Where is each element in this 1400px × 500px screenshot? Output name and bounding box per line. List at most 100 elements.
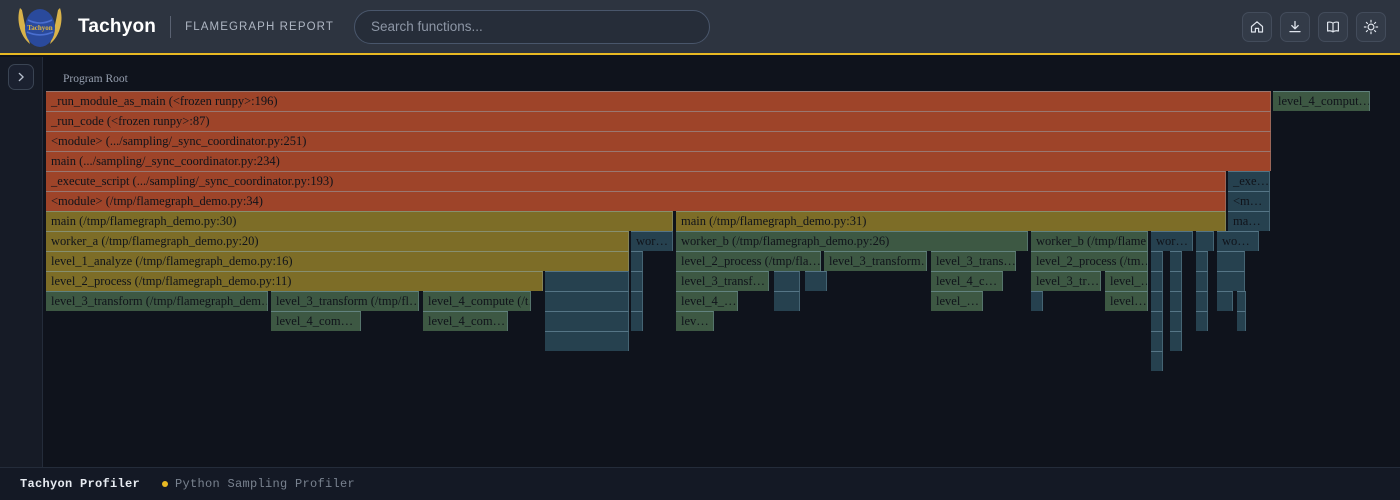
- flame-frame[interactable]: [1217, 291, 1233, 311]
- flame-frame[interactable]: level_2_process (/tmp/fla…: [676, 251, 821, 271]
- flame-frame[interactable]: level_3_tr…: [1031, 271, 1101, 291]
- main-body: Program Root _run_module_as_main (<froze…: [0, 57, 1400, 467]
- flame-frame[interactable]: [1196, 251, 1208, 271]
- flame-frame[interactable]: level_3_transform (/tmp/fl…: [271, 291, 419, 311]
- flamegraph-frames: _run_module_as_main (<frozen runpy>:196)…: [43, 57, 1400, 467]
- flame-frame[interactable]: [1196, 271, 1208, 291]
- footer-subtitle: Python Sampling Profiler: [175, 477, 356, 491]
- report-type-label: FLAMEGRAPH REPORT: [185, 20, 334, 33]
- home-button[interactable]: [1242, 11, 1272, 42]
- flame-frame[interactable]: worker_b (/tmp/flame…: [1031, 231, 1148, 251]
- flame-frame[interactable]: lev…: [676, 311, 714, 331]
- flame-frame[interactable]: [631, 291, 643, 311]
- flame-frame[interactable]: level_4_c…: [931, 271, 1003, 291]
- app-header: Tachyon Tachyon FLAMEGRAPH REPORT: [0, 0, 1400, 55]
- flame-frame[interactable]: [774, 271, 800, 291]
- flame-frame[interactable]: [545, 331, 629, 351]
- flame-frame[interactable]: [631, 271, 643, 291]
- flame-frame[interactable]: [1031, 291, 1043, 311]
- flame-frame[interactable]: [1170, 311, 1182, 331]
- flame-frame[interactable]: [1196, 311, 1208, 331]
- flame-frame[interactable]: _execute_script (.../sampling/_sync_coor…: [46, 171, 1226, 191]
- header-divider: [170, 15, 172, 38]
- flame-frame[interactable]: <module> (/tmp/flamegraph_demo.py:34): [46, 191, 1226, 211]
- flame-frame[interactable]: [774, 291, 800, 311]
- flame-frame[interactable]: level_2_process (/tmp/flamegraph_demo.py…: [46, 271, 543, 291]
- flame-frame[interactable]: ma…: [1228, 211, 1270, 231]
- flame-frame[interactable]: level_3_transform…: [824, 251, 927, 271]
- svg-text:Tachyon: Tachyon: [27, 24, 53, 32]
- flame-frame[interactable]: level_4_compute (/t…: [423, 291, 531, 311]
- flame-frame[interactable]: _exe…: [1228, 171, 1270, 191]
- book-icon: [1327, 20, 1339, 32]
- flame-frame[interactable]: [1170, 271, 1182, 291]
- flame-frame[interactable]: [1217, 251, 1245, 271]
- sun-icon: [1363, 19, 1379, 34]
- program-root-label: Program Root: [63, 73, 128, 85]
- flame-frame[interactable]: level_…: [931, 291, 983, 311]
- flame-frame[interactable]: [1151, 311, 1163, 331]
- search-box[interactable]: [353, 9, 710, 44]
- header-actions: [1242, 11, 1386, 42]
- flame-frame[interactable]: [805, 271, 827, 291]
- flame-frame[interactable]: _run_code (<frozen runpy>:87): [46, 111, 1271, 131]
- status-dot-icon: [162, 481, 169, 487]
- logo-icon: Tachyon: [18, 7, 62, 47]
- home-icon: [1250, 20, 1264, 33]
- flame-frame[interactable]: [1151, 251, 1163, 271]
- flame-frame[interactable]: level_1_analyze (/tmp/flamegraph_demo.py…: [46, 251, 629, 271]
- flame-frame[interactable]: wor…: [631, 231, 673, 251]
- download-button[interactable]: [1280, 11, 1310, 42]
- brand-title: Tachyon: [78, 15, 157, 37]
- flame-frame[interactable]: <module> (.../sampling/_sync_coordinator…: [46, 131, 1271, 151]
- chevron-right-icon: [18, 72, 24, 82]
- flame-frame[interactable]: [545, 291, 629, 311]
- flame-frame[interactable]: [1151, 291, 1163, 311]
- flame-frame[interactable]: level…: [1105, 291, 1148, 311]
- flame-frame[interactable]: [1151, 331, 1163, 351]
- flame-frame[interactable]: [545, 271, 629, 291]
- flame-frame[interactable]: [1217, 271, 1245, 291]
- flame-frame[interactable]: level_2_process (/tm…: [1031, 251, 1148, 271]
- flame-frame[interactable]: [1237, 291, 1246, 311]
- flame-frame[interactable]: [1151, 271, 1163, 291]
- flame-frame[interactable]: wor…: [1151, 231, 1193, 251]
- sidebar-expand-button[interactable]: [8, 64, 34, 90]
- flame-frame[interactable]: main (.../sampling/_sync_coordinator.py:…: [46, 151, 1271, 171]
- download-icon: [1289, 20, 1301, 32]
- flame-frame[interactable]: [631, 311, 643, 331]
- search-input[interactable]: [370, 19, 693, 34]
- theme-toggle-button[interactable]: [1356, 11, 1386, 42]
- flamegraph-pane[interactable]: Program Root _run_module_as_main (<froze…: [43, 57, 1400, 467]
- flame-frame[interactable]: level_3_transform (/tmp/flamegraph_dem…: [46, 291, 268, 311]
- flame-frame[interactable]: [1170, 331, 1182, 351]
- flame-frame[interactable]: wo…: [1217, 231, 1259, 251]
- flame-frame[interactable]: level_4_comput…: [1273, 91, 1370, 111]
- app-footer: Tachyon Profiler Python Sampling Profile…: [0, 467, 1400, 500]
- flame-frame[interactable]: main (/tmp/flamegraph_demo.py:31): [676, 211, 1226, 231]
- flame-frame[interactable]: worker_b (/tmp/flamegraph_demo.py:26): [676, 231, 1028, 251]
- flame-frame[interactable]: level_…: [1105, 271, 1148, 291]
- flame-frame[interactable]: [1237, 311, 1246, 331]
- flame-frame[interactable]: [1170, 291, 1182, 311]
- flame-frame[interactable]: worker_a (/tmp/flamegraph_demo.py:20): [46, 231, 629, 251]
- flame-frame[interactable]: [1196, 231, 1214, 251]
- flame-frame[interactable]: [631, 251, 643, 271]
- tachyon-logo: Tachyon: [12, 1, 68, 53]
- flame-frame[interactable]: level_4_com…: [423, 311, 508, 331]
- flame-frame[interactable]: level_3_trans…: [931, 251, 1016, 271]
- flame-frame[interactable]: level_4_…: [676, 291, 738, 311]
- flame-frame[interactable]: [1170, 251, 1182, 271]
- sidebar-panel: [0, 57, 43, 467]
- flame-frame[interactable]: [545, 311, 629, 331]
- flame-frame[interactable]: [1151, 351, 1163, 371]
- docs-button[interactable]: [1318, 11, 1348, 42]
- flame-frame[interactable]: level_3_transf…: [676, 271, 769, 291]
- footer-brand: Tachyon Profiler: [20, 477, 141, 491]
- flame-frame[interactable]: level_4_com…: [271, 311, 361, 331]
- flame-frame[interactable]: _run_module_as_main (<frozen runpy>:196): [46, 91, 1271, 111]
- flame-frame[interactable]: main (/tmp/flamegraph_demo.py:30): [46, 211, 673, 231]
- flame-frame[interactable]: <m…: [1228, 191, 1270, 211]
- flame-frame[interactable]: [1196, 291, 1208, 311]
